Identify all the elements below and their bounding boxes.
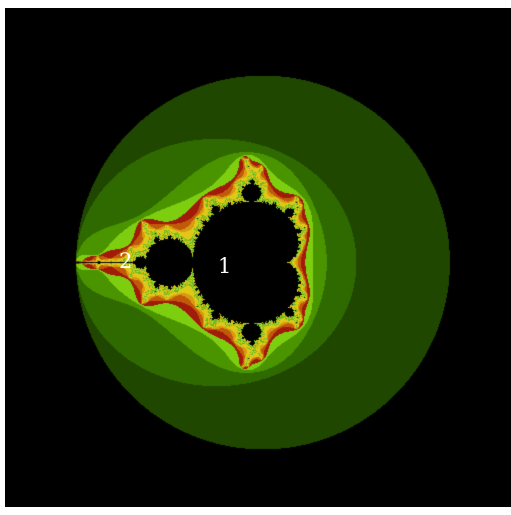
frame-border-left — [0, 0, 5, 515]
frame-border-top — [0, 0, 511, 8]
frame-border-bottom — [0, 507, 511, 515]
